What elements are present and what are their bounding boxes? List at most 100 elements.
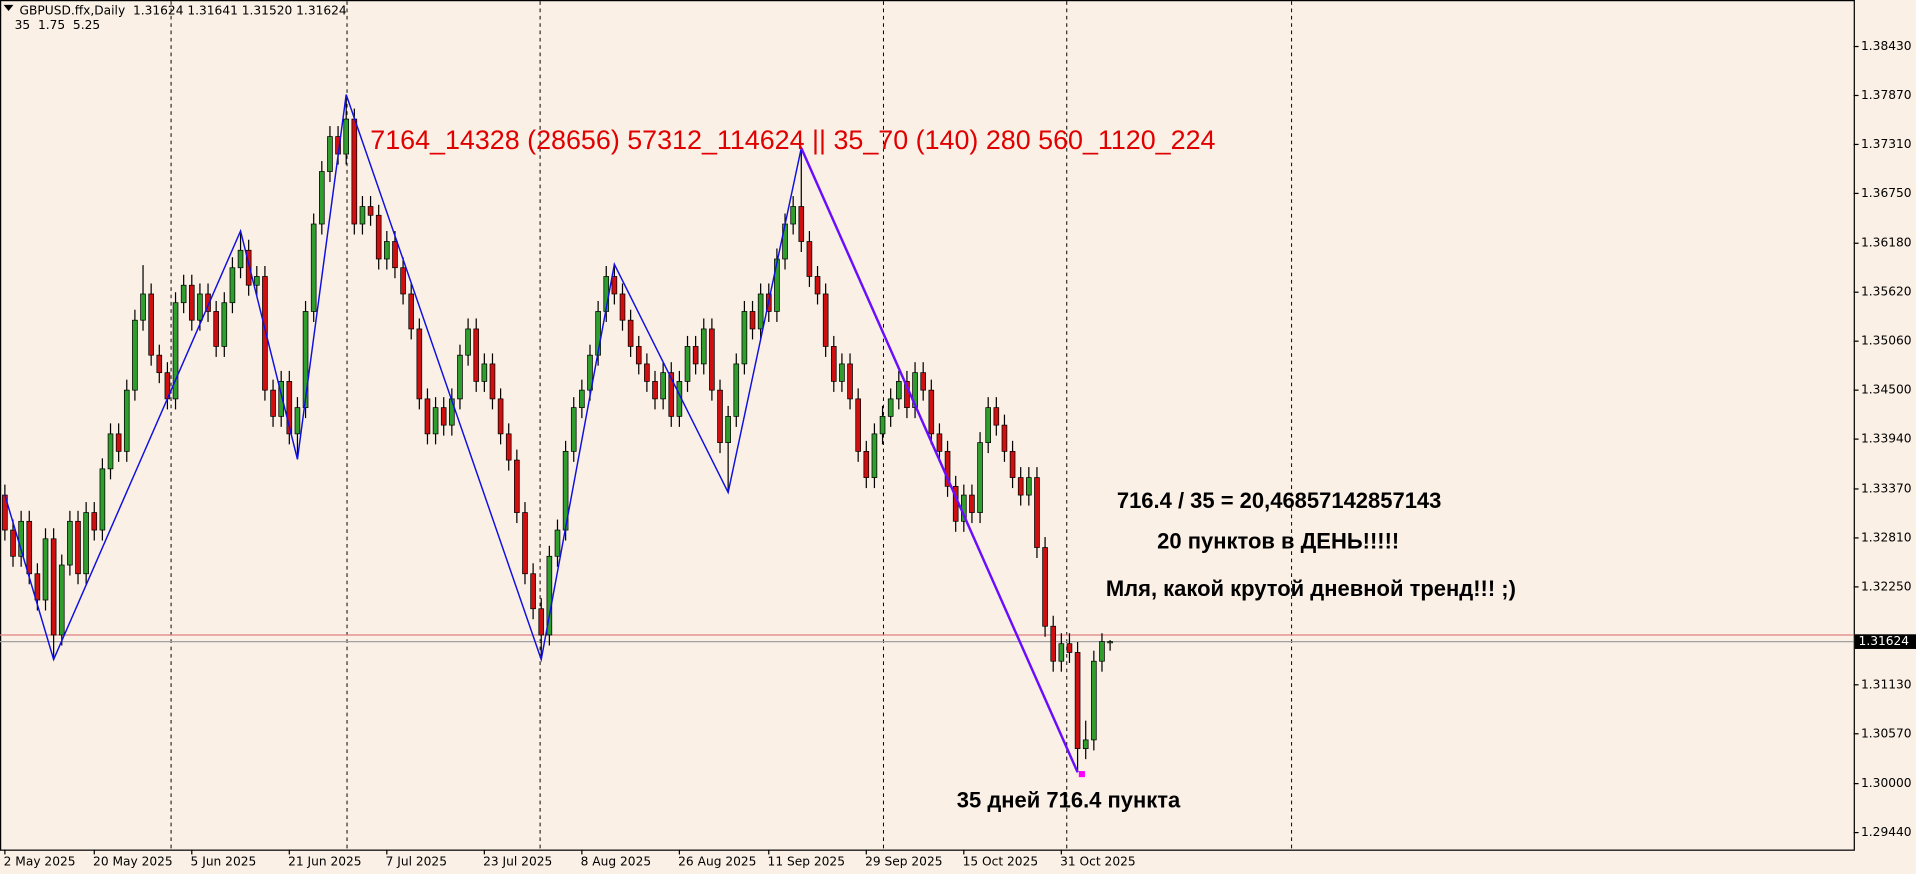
candle-body [806,241,813,277]
candle-body [213,311,219,347]
y-tick-label: 1.33940 [1861,432,1912,446]
candle-body [75,520,81,575]
candle-body [253,276,260,286]
candle-body [99,468,106,531]
candle-body [522,512,528,575]
candle-body [839,363,845,382]
candle-body [774,258,780,312]
candle-body [1074,652,1081,750]
y-tick-label: 1.38430 [1861,39,1912,53]
candle-body [1099,641,1105,662]
candle-body [221,302,228,347]
candle-body [91,512,98,531]
candle-body [302,311,309,409]
candle-body [977,442,983,513]
candle-body [1034,477,1040,548]
candle-body [10,529,16,557]
candle-body [1107,641,1113,644]
candle-body [107,433,114,470]
comment-annotation: Мля, какой крутой дневной тренд!!! ;) [1106,576,1516,601]
candle-body [50,538,57,636]
y-tick-label: 1.35060 [1861,334,1912,348]
candle-body [83,512,89,575]
y-tick-label: 1.36750 [1861,186,1912,200]
x-tick-label: 26 Aug 2025 [678,854,756,868]
candle-body [270,389,276,417]
candle-body [749,311,756,330]
candle-body [944,450,951,487]
candle-body [652,381,658,400]
x-tick-label: 15 Oct 2025 [963,854,1039,868]
candle-body [733,363,740,417]
candle-body [920,372,926,391]
candle-body [148,293,154,356]
plot-frame [0,0,1855,851]
candle-body [709,328,715,391]
trend-end-marker [1078,771,1085,778]
candle-body [481,363,488,382]
candle-body [18,520,24,557]
candle-body [42,538,49,601]
candle-body [855,398,861,452]
candle-body [367,206,374,216]
candle-body [798,206,805,242]
candle-body [1042,547,1048,627]
candle-body [359,206,366,225]
y-tick-label: 1.32810 [1861,530,1912,544]
y-tick-label: 1.30000 [1861,776,1912,790]
candle-body [570,407,577,452]
candle-body [1091,660,1097,741]
candle-body [1058,643,1065,662]
candle-body [985,407,992,443]
candle-body [741,311,748,365]
candle-body [635,346,642,365]
y-tick-label: 1.30570 [1861,726,1912,740]
candle-body [757,293,764,330]
candle-body [936,433,943,452]
candle-body [700,328,707,365]
candle-body [611,276,618,295]
candle-body [400,267,406,295]
candle-body [34,573,41,601]
zigzag-line [4,94,1079,773]
candle-body [1009,450,1016,478]
candle-body [822,293,829,347]
x-tick-label: 7 Jul 2025 [386,854,447,868]
candle-body [197,293,203,321]
candle-body [993,407,1000,426]
candle-body [546,555,553,636]
candle-body [229,267,236,304]
candle-body [554,529,561,557]
candle-body [180,284,187,304]
candle-body [465,328,471,356]
candle-body [692,346,699,365]
candle-body [278,381,284,417]
candle-body [619,293,626,321]
y-tick-label: 1.37310 [1861,137,1912,151]
x-tick-label: 11 Sep 2025 [768,854,845,868]
candle-body [26,520,33,575]
candle-body [351,118,358,225]
candle-body [58,564,65,636]
candle-body [725,416,731,443]
candle-body [505,433,512,461]
x-tick-label: 20 May 2025 [93,854,173,868]
price-label: 1.31624 [1859,634,1910,648]
candle-body [294,407,301,435]
candle-body [684,346,691,382]
y-tick-label: 1.31130 [1861,677,1912,691]
candle-body [790,206,796,225]
trend-line [800,147,1079,773]
x-tick-label: 2 May 2025 [4,854,76,868]
x-tick-label: 23 Jul 2025 [483,854,552,868]
candle-body [384,241,390,260]
candle-body [969,494,975,513]
candle-body [205,293,211,312]
candle-body [424,398,431,435]
per-day-annotation: 20 пунктов в ДЕНЬ!!!!! [1157,529,1399,554]
calc-annotation: 716.4 / 35 = 20,46857142857143 [1117,488,1442,513]
y-tick-label: 1.33370 [1861,481,1912,495]
y-tick-label: 1.29440 [1861,825,1912,839]
